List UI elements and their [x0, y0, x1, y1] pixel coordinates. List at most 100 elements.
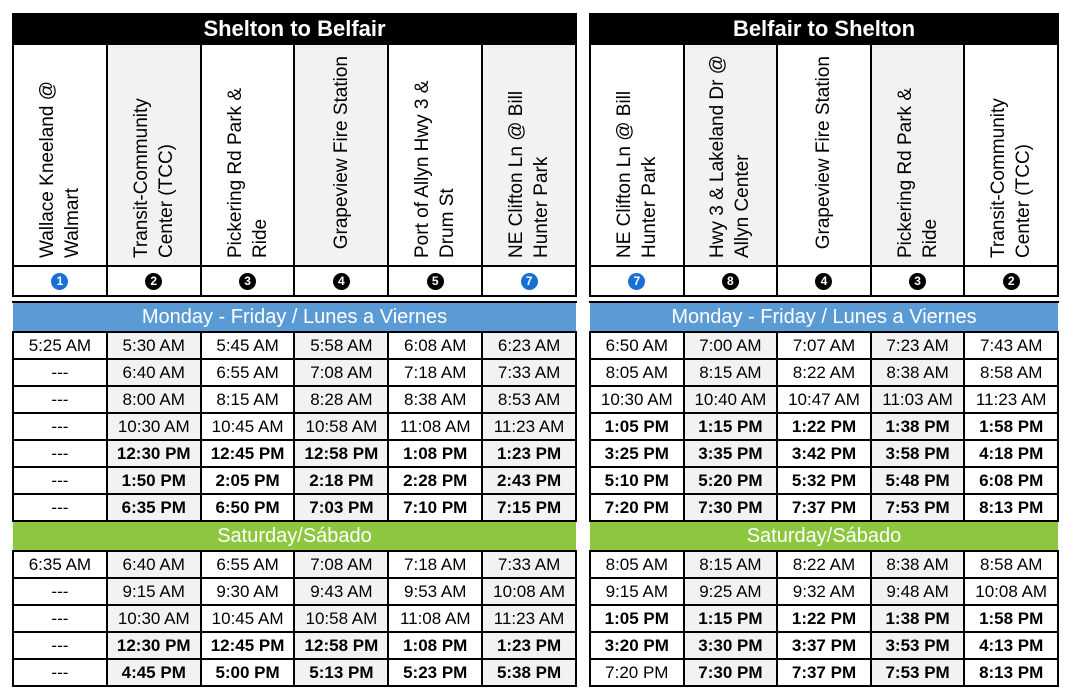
time-cell: 8:53 AM — [481, 385, 577, 414]
time-cell: 5:38 PM — [481, 658, 577, 687]
stop-name: Transit-Community Center (TCC) — [988, 97, 1035, 258]
schedule-row: 1:05 PM 1:15 PM 1:22 PM 1:38 PM 1:58 PM — [589, 604, 1059, 633]
route-title: Shelton to Belfair — [12, 13, 577, 45]
time-cell: 5:10 PM — [589, 466, 685, 495]
section-label: Monday - Friday / Lunes a Viernes — [590, 301, 1058, 333]
time-cell: --- — [12, 358, 108, 387]
stop-name: NE Clifton Ln @ Bill Hunter Park — [506, 90, 553, 258]
stop-name: Port of Allyn Hwy 3 & Drum St — [412, 80, 459, 258]
time-cell: 6:50 PM — [199, 493, 296, 522]
stop-number-badge: 2 — [1002, 273, 1020, 290]
time-cell: 4:18 PM — [963, 439, 1059, 468]
time-cell: 3:37 PM — [776, 631, 872, 660]
time-cell: 1:23 PM — [481, 439, 577, 468]
time-cell: 11:23 AM — [481, 412, 577, 441]
stop-number-cell: 2 — [963, 265, 1059, 297]
time-cell: 7:18 AM — [387, 358, 484, 387]
time-cell: 10:47 AM — [776, 385, 872, 414]
schedule-row: --- 9:15 AM 9:30 AM 9:43 AM 9:53 AM 10:08 AM — [12, 577, 577, 606]
time-cell: 3:35 PM — [682, 439, 779, 468]
weekday-section-header: Monday - Friday / Lunes a Viernes — [590, 301, 1058, 333]
title-row: Shelton to Belfair — [12, 13, 577, 45]
time-cell: 1:58 PM — [963, 412, 1059, 441]
time-cell: 3:58 PM — [869, 439, 966, 468]
time-cell: 9:30 AM — [199, 577, 296, 606]
stop-header: Transit-Community Center (TCC) — [963, 43, 1059, 267]
time-cell: 8:05 AM — [589, 358, 685, 387]
section-label: Saturday/Sábado — [590, 520, 1058, 552]
time-cell: 11:23 AM — [481, 604, 577, 633]
time-cell: 12:45 PM — [199, 631, 296, 660]
time-cell: 3:25 PM — [589, 439, 685, 468]
schedule-row: 5:10 PM 5:20 PM 5:32 PM 5:48 PM 6:08 PM — [589, 466, 1059, 495]
stop-name: NE Clifton Ln @ Bill Hunter Park — [613, 90, 660, 258]
time-cell: 9:48 AM — [869, 577, 966, 606]
stop-name: Pickering Rd Park & Ride — [224, 87, 271, 258]
time-cell: 8:15 AM — [199, 385, 296, 414]
schedule-row: 3:20 PM 3:30 PM 3:37 PM 3:53 PM 4:13 PM — [589, 631, 1059, 660]
time-cell: 9:32 AM — [776, 577, 872, 606]
time-cell: 7:20 PM — [589, 493, 685, 522]
time-cell: 1:50 PM — [105, 466, 202, 495]
time-cell: 10:40 AM — [682, 385, 779, 414]
time-cell: 8:58 AM — [963, 358, 1059, 387]
schedule-belfair-to-shelton: Belfair to Shelton NE Clifton Ln @ Bill H… — [589, 13, 1059, 687]
stop-number-badge: 3 — [239, 273, 257, 290]
schedule-row: --- 8:00 AM 8:15 AM 8:28 AM 8:38 AM 8:53 AM — [12, 385, 577, 414]
schedule-row: 3:25 PM 3:35 PM 3:42 PM 3:58 PM 4:18 PM — [589, 439, 1059, 468]
time-cell: 8:15 AM — [682, 358, 779, 387]
schedule-row: 8:05 AM 8:15 AM 8:22 AM 8:38 AM 8:58 AM — [589, 358, 1059, 387]
time-cell: 1:38 PM — [869, 604, 966, 633]
time-cell: 7:43 AM — [963, 331, 1059, 360]
time-cell: 6:35 AM — [12, 550, 108, 579]
time-cell: 7:08 AM — [293, 358, 390, 387]
time-cell: 3:30 PM — [682, 631, 779, 660]
schedule-row: --- 12:30 PM 12:45 PM 12:58 PM 1:08 PM 1:23 P… — [12, 439, 577, 468]
time-cell: 4:45 PM — [105, 658, 202, 687]
time-cell: 3:42 PM — [776, 439, 872, 468]
stop-number-cell: 7 — [481, 265, 577, 297]
time-cell: 8:05 AM — [589, 550, 685, 579]
time-cell: 6:55 AM — [199, 358, 296, 387]
section-label: Saturday/Sábado — [13, 520, 576, 552]
stop-number-badge: 7 — [628, 273, 646, 290]
stop-number-badge: 8 — [721, 273, 739, 290]
spacer — [13, 295, 576, 303]
stop-number-badge: 7 — [520, 273, 538, 290]
time-cell: 2:43 PM — [481, 466, 577, 495]
schedule-row: --- 10:30 AM 10:45 AM 10:58 AM 11:08 AM 11:23… — [12, 604, 577, 633]
time-cell: --- — [12, 412, 108, 441]
time-cell: 9:43 AM — [293, 577, 390, 606]
time-cell: 11:08 AM — [387, 604, 484, 633]
stop-number-badge: 2 — [145, 273, 163, 290]
time-cell: 5:58 AM — [293, 331, 390, 360]
time-cell: 8:38 AM — [869, 358, 966, 387]
schedule-row: 6:50 AM 7:00 AM 7:07 AM 7:23 AM 7:43 AM — [589, 331, 1059, 360]
stop-number-row: 7 8 4 3 2 — [589, 265, 1059, 297]
time-cell: 1:05 PM — [589, 412, 685, 441]
stop-header: Grapeview Fire Station — [293, 43, 390, 267]
stop-number-badge: 4 — [332, 273, 350, 290]
stop-number-cell: 1 — [12, 265, 108, 297]
time-cell: 6:40 AM — [105, 550, 202, 579]
time-cell: 11:03 AM — [869, 385, 966, 414]
time-cell: 1:38 PM — [869, 412, 966, 441]
time-cell: 7:18 AM — [387, 550, 484, 579]
time-cell: 1:05 PM — [589, 604, 685, 633]
schedule-row: 1:05 PM 1:15 PM 1:22 PM 1:38 PM 1:58 PM — [589, 412, 1059, 441]
schedule-row: 8:05 AM 8:15 AM 8:22 AM 8:38 AM 8:58 AM — [589, 550, 1059, 579]
time-cell: 1:22 PM — [776, 604, 872, 633]
schedule-row: 9:15 AM 9:25 AM 9:32 AM 9:48 AM 10:08 AM — [589, 577, 1059, 606]
spacer-row — [590, 295, 1058, 303]
time-cell: 8:28 AM — [293, 385, 390, 414]
timetable: Belfair to Shelton NE Clifton Ln @ Bill H… — [589, 13, 1059, 687]
time-cell: 10:45 AM — [199, 604, 296, 633]
time-cell: 7:00 AM — [682, 331, 779, 360]
time-cell: 1:15 PM — [682, 604, 779, 633]
stop-header-row: Wallace Kneeland @ Walmart Transit-Commun… — [12, 43, 577, 267]
time-cell: 5:23 PM — [387, 658, 484, 687]
time-cell: --- — [12, 466, 108, 495]
schedule-row: --- 10:30 AM 10:45 AM 10:58 AM 11:08 AM 11:23… — [12, 412, 577, 441]
stop-name: Grapeview Fire Station — [330, 55, 352, 250]
spacer — [590, 295, 1058, 303]
